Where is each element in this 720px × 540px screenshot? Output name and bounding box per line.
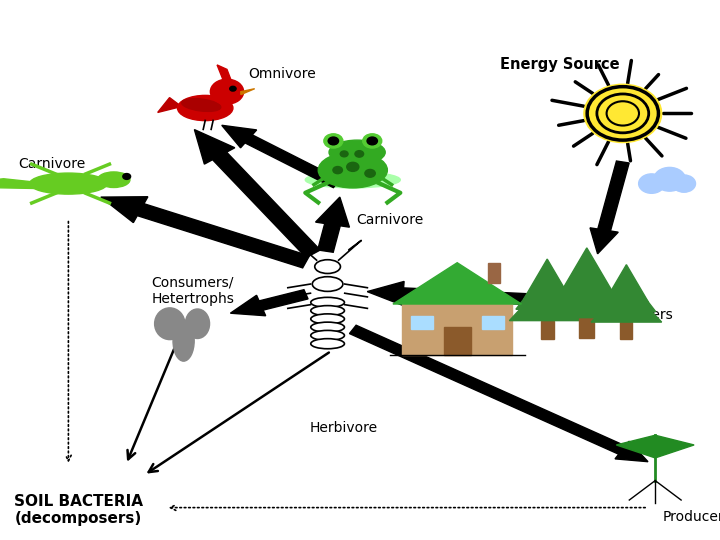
Circle shape xyxy=(355,151,364,157)
Circle shape xyxy=(123,173,130,179)
Polygon shape xyxy=(560,248,613,294)
Ellipse shape xyxy=(311,298,344,307)
Ellipse shape xyxy=(315,260,341,273)
Text: Herbivore: Herbivore xyxy=(310,421,378,435)
Circle shape xyxy=(365,170,375,177)
Bar xyxy=(488,262,500,284)
Polygon shape xyxy=(0,179,34,188)
Polygon shape xyxy=(367,281,541,305)
Circle shape xyxy=(341,151,348,157)
Text: Consumers/
Hetertrophs: Consumers/ Hetertrophs xyxy=(151,275,234,306)
Polygon shape xyxy=(315,197,349,252)
Text: Carnivore: Carnivore xyxy=(18,157,85,171)
Polygon shape xyxy=(349,325,648,462)
Polygon shape xyxy=(655,435,694,458)
Ellipse shape xyxy=(311,330,344,341)
Circle shape xyxy=(347,163,359,171)
Polygon shape xyxy=(597,274,656,312)
Polygon shape xyxy=(101,197,310,268)
Polygon shape xyxy=(393,263,521,304)
Circle shape xyxy=(639,174,665,193)
Polygon shape xyxy=(194,130,320,258)
Ellipse shape xyxy=(30,173,107,194)
Text: Energy Source: Energy Source xyxy=(500,57,620,72)
Polygon shape xyxy=(616,435,655,458)
Ellipse shape xyxy=(305,172,400,188)
Bar xyxy=(580,318,594,338)
Polygon shape xyxy=(222,125,341,187)
Bar xyxy=(444,327,471,355)
Text: Producer: Producer xyxy=(662,510,720,524)
Circle shape xyxy=(324,134,343,148)
Ellipse shape xyxy=(177,96,233,120)
Polygon shape xyxy=(217,65,231,80)
Polygon shape xyxy=(158,98,181,112)
Polygon shape xyxy=(604,265,649,302)
Circle shape xyxy=(584,84,662,143)
Text: Omnivore: Omnivore xyxy=(248,68,316,82)
Bar xyxy=(541,321,554,339)
Ellipse shape xyxy=(312,276,343,292)
Ellipse shape xyxy=(329,140,385,164)
Polygon shape xyxy=(552,259,622,305)
Polygon shape xyxy=(230,289,308,316)
Ellipse shape xyxy=(318,152,387,188)
Circle shape xyxy=(328,137,338,145)
Text: Producers: Producers xyxy=(605,308,673,322)
Ellipse shape xyxy=(311,306,344,316)
Ellipse shape xyxy=(173,320,194,361)
Polygon shape xyxy=(590,161,629,254)
Circle shape xyxy=(333,166,343,174)
Circle shape xyxy=(367,137,377,145)
Ellipse shape xyxy=(155,308,185,340)
Circle shape xyxy=(230,86,236,91)
Circle shape xyxy=(672,175,696,192)
Bar xyxy=(402,304,513,355)
Polygon shape xyxy=(516,269,579,309)
Polygon shape xyxy=(510,280,585,321)
Text: SOIL BACTERIA
(decomposers): SOIL BACTERIA (decomposers) xyxy=(14,494,143,526)
Text: Carnivore: Carnivore xyxy=(356,213,423,227)
Bar xyxy=(482,316,504,329)
Circle shape xyxy=(363,134,382,148)
Ellipse shape xyxy=(181,99,221,111)
Polygon shape xyxy=(591,284,662,322)
Bar xyxy=(410,316,433,329)
Ellipse shape xyxy=(311,339,344,349)
Circle shape xyxy=(654,167,685,191)
Bar xyxy=(621,322,632,339)
Polygon shape xyxy=(240,89,255,94)
Ellipse shape xyxy=(98,172,130,187)
Polygon shape xyxy=(523,259,571,300)
Polygon shape xyxy=(544,272,629,318)
Ellipse shape xyxy=(311,322,344,332)
Ellipse shape xyxy=(185,309,210,339)
Ellipse shape xyxy=(311,314,344,324)
Circle shape xyxy=(210,79,243,104)
